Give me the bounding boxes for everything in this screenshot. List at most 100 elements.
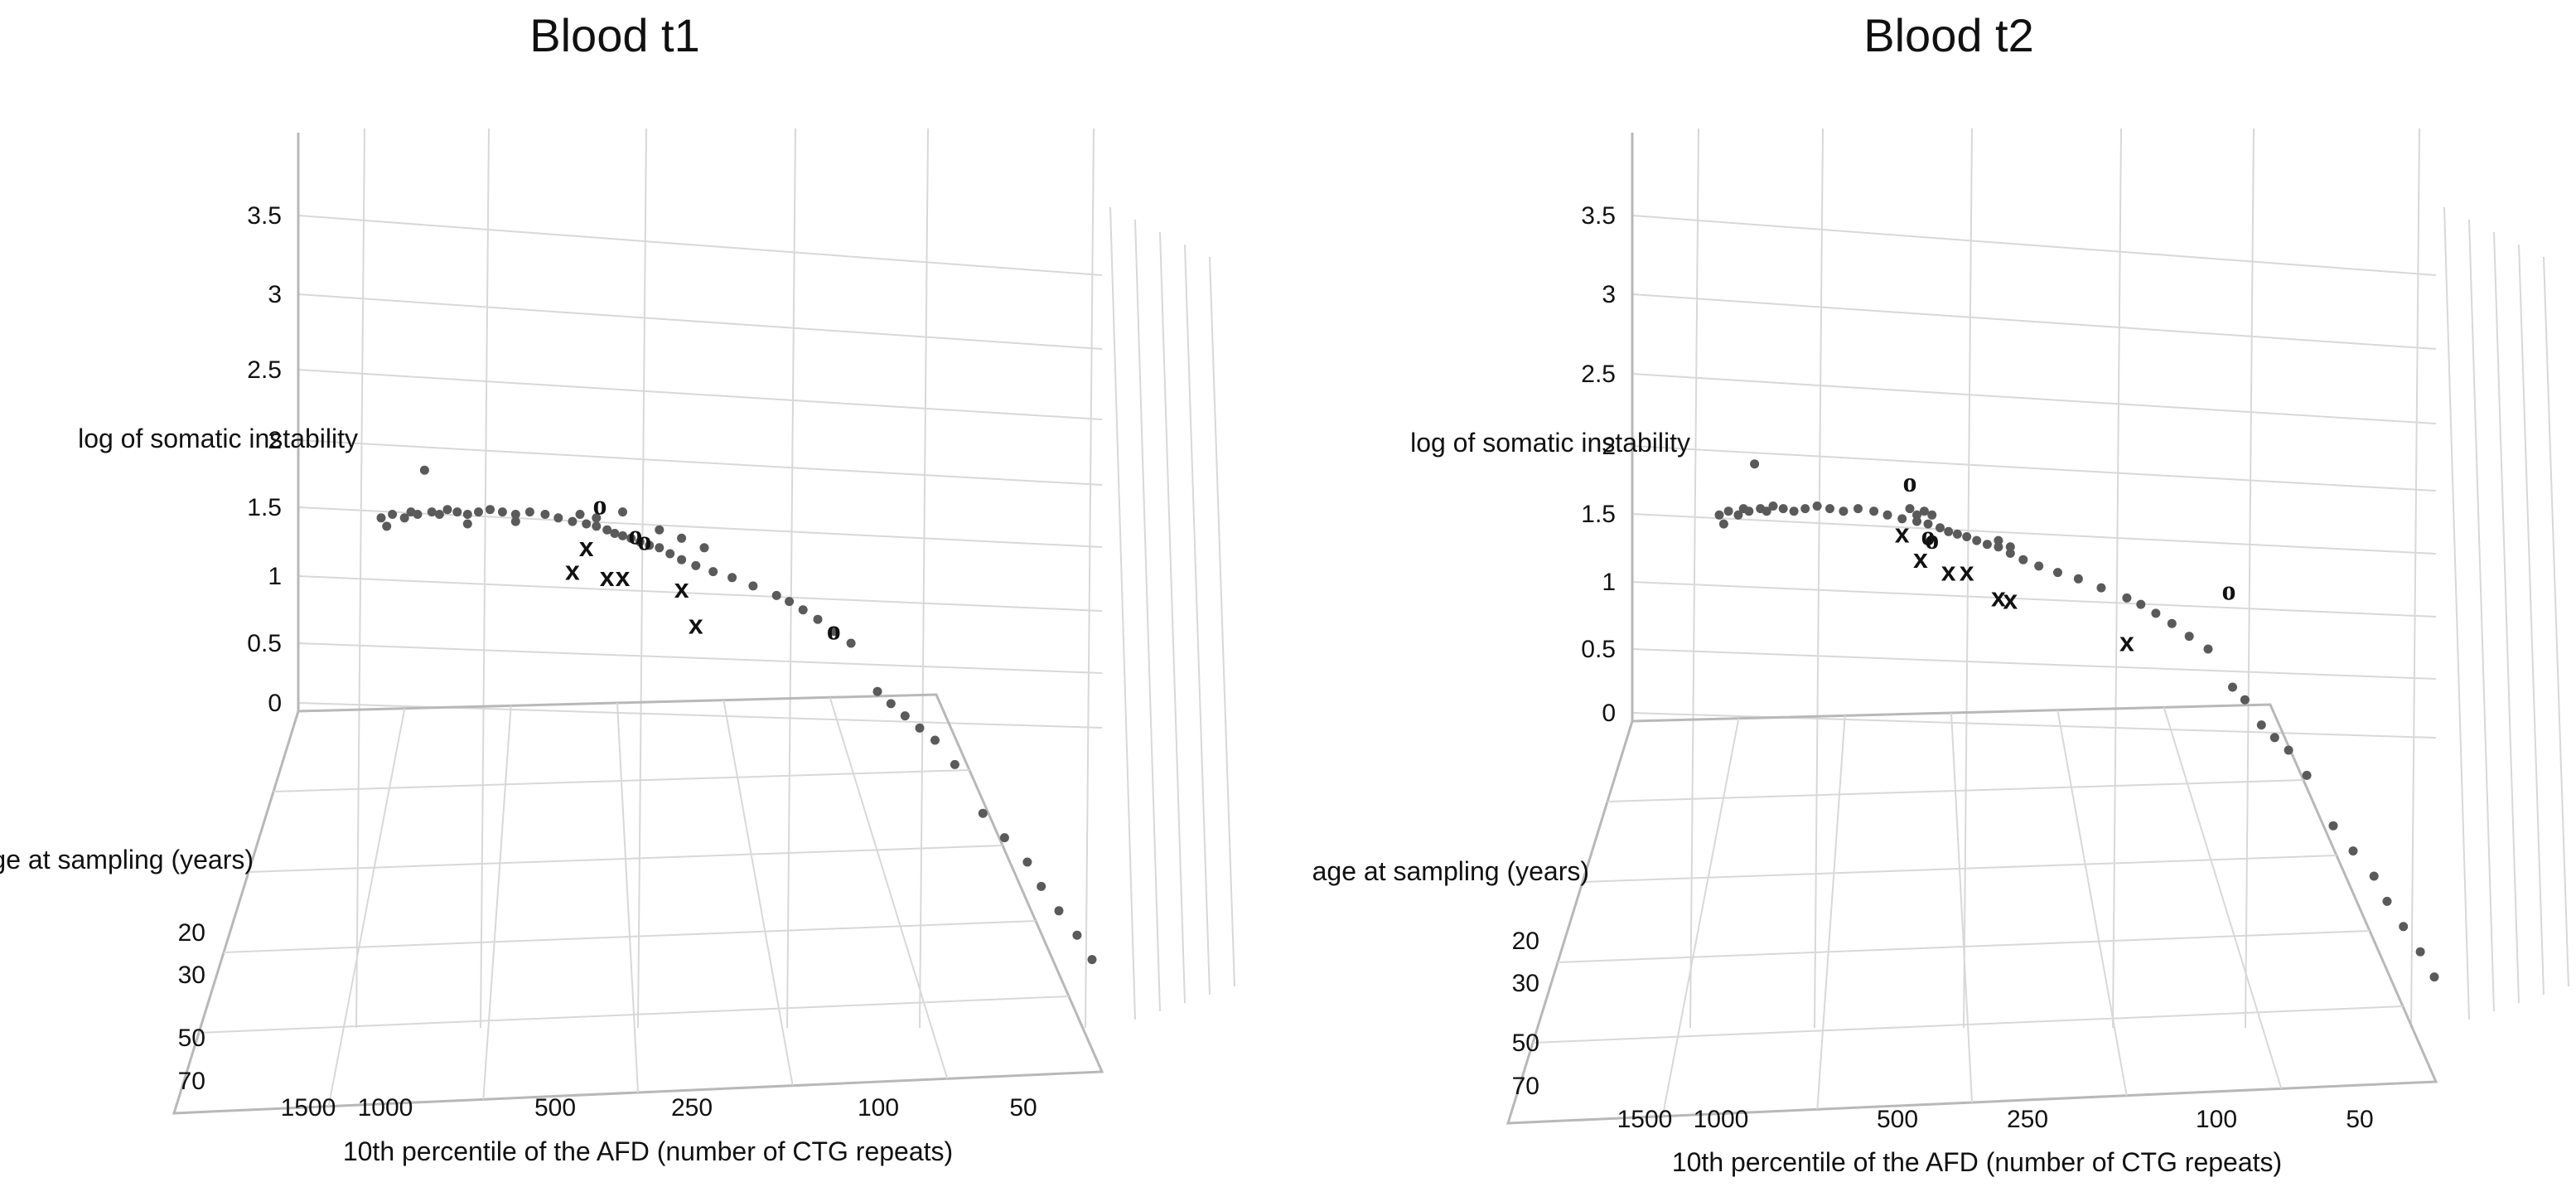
data-point-dot bbox=[1994, 542, 2003, 552]
data-point-dot bbox=[2256, 720, 2266, 730]
z-tick-label: 0 bbox=[268, 690, 282, 717]
data-point-dot bbox=[2399, 922, 2409, 932]
grid-line bbox=[297, 215, 1103, 276]
grid-line bbox=[2112, 128, 2122, 1029]
data-point-dot bbox=[2328, 821, 2338, 831]
data-point-dot bbox=[1905, 504, 1915, 514]
y-tick-label: 20 bbox=[1512, 928, 1539, 955]
data-point-x: x bbox=[2003, 585, 2018, 615]
data-point-o: o bbox=[1925, 525, 1939, 555]
data-point-dot bbox=[1750, 459, 1760, 469]
z-tick-label: 3.5 bbox=[247, 202, 282, 230]
data-point-dot bbox=[434, 510, 444, 519]
data-point-dot bbox=[771, 590, 781, 600]
data-point-dot bbox=[510, 516, 520, 526]
data-point-dot bbox=[486, 505, 495, 515]
data-point-dot bbox=[1882, 510, 1892, 520]
data-point-dot bbox=[1839, 506, 1849, 516]
data-point-dot bbox=[785, 597, 795, 607]
data-point-dot bbox=[2382, 896, 2392, 906]
x-tick-label: 1500 bbox=[281, 1094, 336, 1122]
grid-line bbox=[198, 996, 1070, 1034]
data-point-dot bbox=[510, 510, 520, 519]
chart-blood-t1: Blood t1 0 0.5 1 1.5 2 2.5 3 3.5 log of somatic i… bbox=[0, 9, 1235, 1166]
z-tick-label: 1.5 bbox=[247, 494, 282, 521]
data-point-dot bbox=[2284, 745, 2293, 755]
y-tick-label: 70 bbox=[1512, 1073, 1539, 1100]
grid-line bbox=[723, 700, 794, 1086]
floor-frame bbox=[1505, 703, 2438, 1125]
chart-blood-t2: Blood t2 0 0.5 1 1.5 2 2.5 3 3.5 log of somatic i… bbox=[1312, 9, 2569, 1177]
data-point-dot bbox=[655, 525, 665, 535]
grid-line bbox=[2443, 206, 2470, 1020]
data-point-dot bbox=[2096, 583, 2106, 593]
data-point-dot bbox=[1022, 857, 1032, 867]
data-point-dot bbox=[1912, 516, 1921, 526]
z-axis-label: log of somatic instability bbox=[78, 424, 358, 453]
grid-line bbox=[482, 705, 512, 1100]
data-point-dot bbox=[1778, 504, 1788, 514]
grid-line bbox=[1159, 231, 1186, 1004]
y-tick-label: 30 bbox=[1512, 970, 1539, 997]
data-point-dot bbox=[2228, 682, 2237, 692]
x-tick-label: 100 bbox=[2196, 1106, 2237, 1133]
grid-line bbox=[480, 128, 490, 1029]
data-point-x: x bbox=[565, 556, 580, 586]
data-point-dot bbox=[427, 507, 437, 517]
data-point-x: x bbox=[689, 609, 703, 639]
data-point-dot bbox=[413, 510, 423, 519]
y-tick-label: 50 bbox=[178, 1025, 205, 1052]
grid-line bbox=[1814, 128, 1824, 1029]
data-point-dot bbox=[1762, 506, 1771, 516]
data-point-dot bbox=[2005, 542, 2015, 552]
y-tick-label: 30 bbox=[178, 962, 205, 989]
chart-title: Blood t2 bbox=[1863, 9, 2034, 61]
y-axis-label: age at sampling (years) bbox=[0, 845, 254, 875]
grid-line bbox=[2493, 231, 2520, 1004]
data-point-dot bbox=[2240, 695, 2250, 705]
z-tick-label: 3 bbox=[268, 281, 282, 308]
grid-line bbox=[1631, 373, 2437, 424]
data-point-dot bbox=[748, 581, 758, 591]
grid-line bbox=[297, 369, 1103, 420]
grid-line bbox=[1689, 128, 1699, 1029]
grid bbox=[172, 128, 1235, 1115]
data-point-dot bbox=[2203, 644, 2213, 654]
data-point-dot bbox=[1789, 506, 1799, 516]
data-point-dot bbox=[1982, 540, 1992, 550]
grid-line bbox=[1631, 445, 2437, 492]
grid-line bbox=[1085, 128, 1095, 1029]
grid bbox=[1505, 128, 2569, 1125]
x-tick-label: 250 bbox=[2007, 1106, 2048, 1133]
data-point-x: x bbox=[616, 562, 631, 592]
z-tick-label: 1 bbox=[268, 563, 282, 590]
data-point-dot bbox=[1994, 535, 2003, 545]
grid-line bbox=[2245, 128, 2255, 1029]
x-tick-label: 100 bbox=[858, 1094, 899, 1122]
x-tick-label: 50 bbox=[2346, 1106, 2373, 1133]
grid-line bbox=[1109, 206, 1136, 1020]
data-point-dot bbox=[1919, 506, 1929, 516]
grid-line bbox=[223, 920, 1037, 953]
data-point-dot bbox=[846, 638, 856, 648]
x-tick-label: 500 bbox=[534, 1094, 576, 1122]
z-tick-label: 1 bbox=[1602, 569, 1616, 596]
data-point-dot bbox=[915, 723, 925, 733]
grid-line bbox=[1532, 1005, 2404, 1044]
grid-line bbox=[1631, 581, 2437, 618]
data-point-dot bbox=[2348, 846, 2358, 856]
data-point-dot bbox=[1800, 504, 1810, 514]
grid-line bbox=[2468, 219, 2495, 1012]
data-point-dot bbox=[1897, 514, 1907, 524]
data-point-dot bbox=[1927, 510, 1937, 520]
x-axis-label: 10th percentile of the AFD (number of CT… bbox=[343, 1136, 953, 1166]
data-point-dot bbox=[1054, 906, 1064, 916]
grid-line bbox=[1209, 256, 1235, 987]
data-point-dot bbox=[382, 521, 392, 531]
data-point-dot bbox=[2018, 555, 2028, 564]
data-point-dot bbox=[592, 521, 602, 531]
z-axis-label: log of somatic instability bbox=[1410, 428, 1690, 458]
grid-line bbox=[1582, 855, 2337, 883]
grid-line bbox=[2543, 256, 2569, 987]
